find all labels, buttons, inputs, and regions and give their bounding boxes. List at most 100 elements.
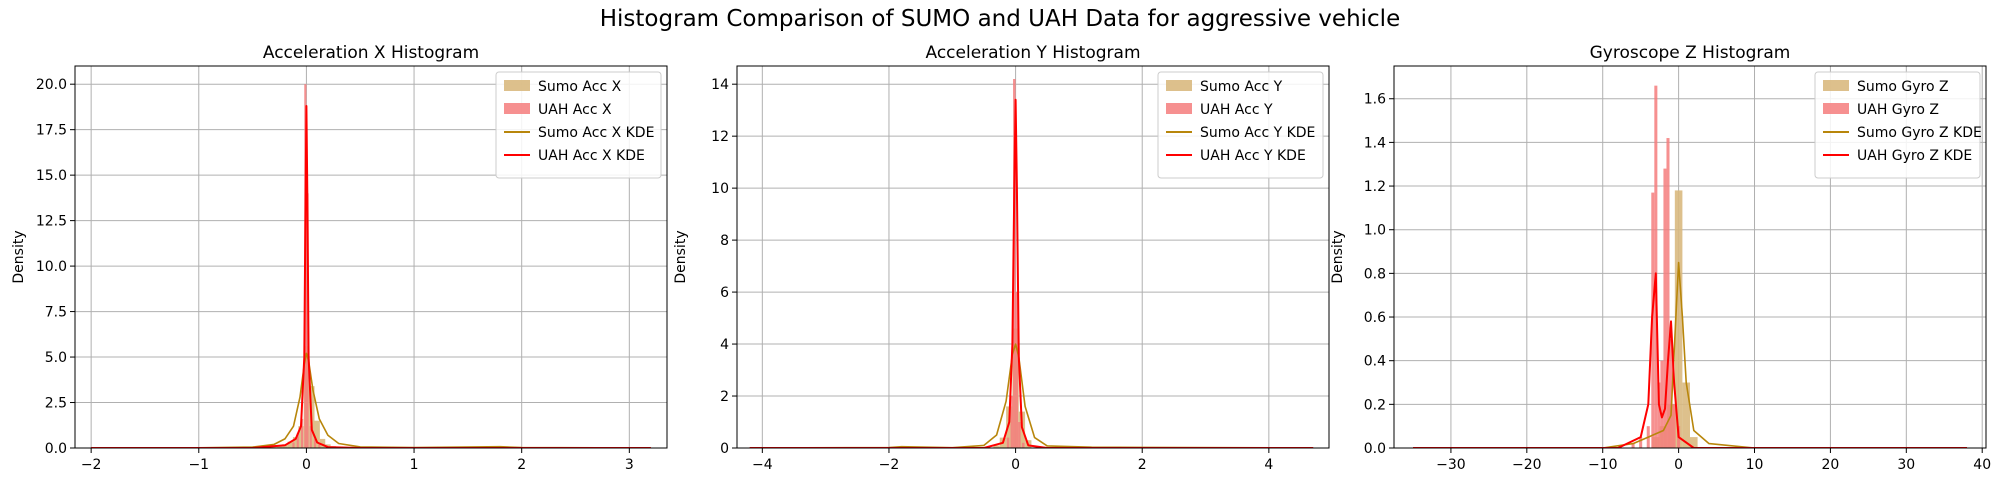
- axes-title: Acceleration Y Histogram: [925, 43, 1140, 63]
- x-tick-label: 0: [1011, 457, 1020, 473]
- legend-label: Sumo Acc X KDE: [538, 125, 654, 141]
- y-tick-label: 0.6: [1364, 310, 1386, 326]
- legend-label: UAH Gyro Z KDE: [1857, 148, 1972, 164]
- legend-swatch-patch: [1166, 103, 1192, 114]
- y-tick-label: 14: [711, 77, 729, 93]
- histogram-bar: [313, 438, 317, 448]
- x-tick-label: 0: [1674, 457, 1683, 473]
- legend: Sumo Acc X UAH Acc X Sumo Acc X KDE UAH Acc…: [495, 71, 662, 179]
- x-tick-label: −1: [188, 457, 209, 473]
- legend-label: UAH Acc X KDE: [538, 148, 645, 164]
- kde-line-sumo: [1413, 261, 1967, 448]
- x-tick-label: 20: [1821, 457, 1839, 473]
- histogram-bar: [1639, 437, 1643, 448]
- kde-line-uah: [749, 98, 1314, 448]
- legend-label: Sumo Acc Y KDE: [1200, 125, 1315, 141]
- chart-panel-2: −4 −2 0 2 4 0 2 4 6 8 10 12 14 Acceleration Y Histogr…: [673, 43, 1330, 473]
- histogram-bar: [1015, 292, 1019, 448]
- axes-title: Gyroscope Z Histogram: [1590, 43, 1791, 63]
- legend-label: UAH Acc Y KDE: [1200, 148, 1306, 164]
- histogram-bar: [292, 442, 295, 448]
- legend-label: UAH Acc Y: [1200, 102, 1273, 118]
- y-tick-label: 8: [720, 233, 729, 249]
- histogram-bar: [1660, 360, 1664, 448]
- histogram-bar: [1666, 138, 1670, 448]
- legend: Sumo Acc Y UAH Acc Y Sumo Acc Y KDE UAH Acc…: [1157, 71, 1324, 179]
- legend: Sumo Gyro Z UAH Gyro Z Sumo Gyro Z KDE UAH …: [1814, 71, 1982, 179]
- y-tick-label: 0.0: [1364, 441, 1386, 457]
- y-axis-label: Density: [673, 230, 689, 283]
- legend-swatch-patch: [504, 80, 530, 91]
- histogram-bar: [1657, 382, 1661, 448]
- histogram-bar: [1006, 437, 1010, 448]
- plot-area: [1413, 85, 1967, 448]
- axes-frame: [1393, 65, 1987, 449]
- legend-label: Sumo Gyro Z KDE: [1857, 125, 1982, 141]
- x-tick-label: −2: [879, 457, 900, 473]
- histogram-bar: [1021, 442, 1025, 448]
- y-tick-label: 2: [720, 389, 729, 405]
- legend-label: UAH Gyro Z: [1857, 102, 1939, 118]
- histogram-bar: [309, 426, 312, 448]
- y-tick-label: 12: [711, 129, 729, 145]
- y-tick-label: 6: [720, 285, 729, 301]
- y-tick-label: 1.0: [1364, 223, 1386, 239]
- y-tick-label: 1.2: [1364, 179, 1386, 195]
- plot-area: [749, 78, 1314, 448]
- x-tick-label: 10: [1746, 457, 1764, 473]
- kde-line-sumo: [91, 352, 651, 448]
- legend-label: Sumo Acc Y: [1200, 79, 1283, 95]
- histogram-bar: [319, 438, 326, 448]
- y-tick-label: 1.6: [1364, 92, 1386, 108]
- chart-panel-3: −30 −20 −10 0 10 20 30 40 0.0 0.2 0.4 0.6 0.8 1.0 1.2 1…: [1330, 43, 1991, 473]
- legend-label: Sumo Acc X: [538, 79, 622, 95]
- histogram-bar: [1663, 168, 1667, 448]
- x-tick-label: 3: [625, 457, 634, 473]
- y-tick-label: 0.8: [1364, 266, 1386, 282]
- histogram-bar: [287, 441, 293, 448]
- legend-frame: [1157, 71, 1324, 179]
- y-tick-label: 17.5: [36, 123, 67, 139]
- histogram-bar: [1631, 443, 1635, 448]
- histogram-bar: [314, 420, 320, 448]
- histogram-bar: [276, 446, 283, 448]
- legend-swatch-patch: [1823, 80, 1849, 91]
- kde-line-uah: [1413, 272, 1967, 448]
- y-tick-label: 4: [720, 337, 729, 353]
- axes-title: Acceleration X Histogram: [263, 43, 479, 63]
- x-tick-label: 1: [410, 457, 419, 473]
- legend-swatch-patch: [504, 103, 530, 114]
- x-tick-label: 4: [1264, 457, 1273, 473]
- x-tick-label: 40: [1973, 457, 1991, 473]
- histogram-bar: [1674, 190, 1683, 448]
- y-tick-label: 0.0: [45, 441, 67, 457]
- histogram-bar: [1018, 422, 1021, 448]
- y-tick-label: 7.5: [45, 305, 67, 321]
- kde-line-uah: [91, 105, 651, 448]
- histogram-bar: [292, 437, 299, 448]
- x-tick-label: −30: [1436, 457, 1466, 473]
- y-tick-label: 5.0: [45, 350, 67, 366]
- axes-frame: [74, 65, 668, 449]
- chart-panel-1: −2 −1 0 1 2 3 0.0 2.5 5.0 7.5 10.0 12.5 15.0 17.5 20.0…: [11, 43, 668, 473]
- y-tick-label: 10.0: [36, 259, 67, 275]
- legend-frame: [495, 71, 662, 179]
- legend-frame: [1814, 71, 1981, 179]
- x-tick-label: 0: [302, 457, 311, 473]
- histogram-bar: [318, 444, 321, 448]
- y-tick-label: 0: [720, 441, 729, 457]
- histogram-bar: [993, 445, 1000, 448]
- y-tick-label: 10: [711, 181, 729, 197]
- histogram-bar: [296, 433, 299, 448]
- histogram-bar: [1006, 406, 1013, 448]
- x-tick-label: 30: [1897, 457, 1915, 473]
- histogram-bar: [1010, 396, 1014, 448]
- y-tick-label: 15.0: [36, 168, 67, 184]
- y-axis-label: Density: [1330, 230, 1346, 283]
- y-axis-label: Density: [11, 230, 27, 283]
- histogram-bar: [301, 418, 304, 448]
- legend-swatch-patch: [1166, 80, 1192, 91]
- y-tick-label: 0.2: [1364, 397, 1386, 413]
- legend-label: Sumo Gyro Z: [1857, 79, 1949, 95]
- histogram-bar: [1672, 404, 1676, 448]
